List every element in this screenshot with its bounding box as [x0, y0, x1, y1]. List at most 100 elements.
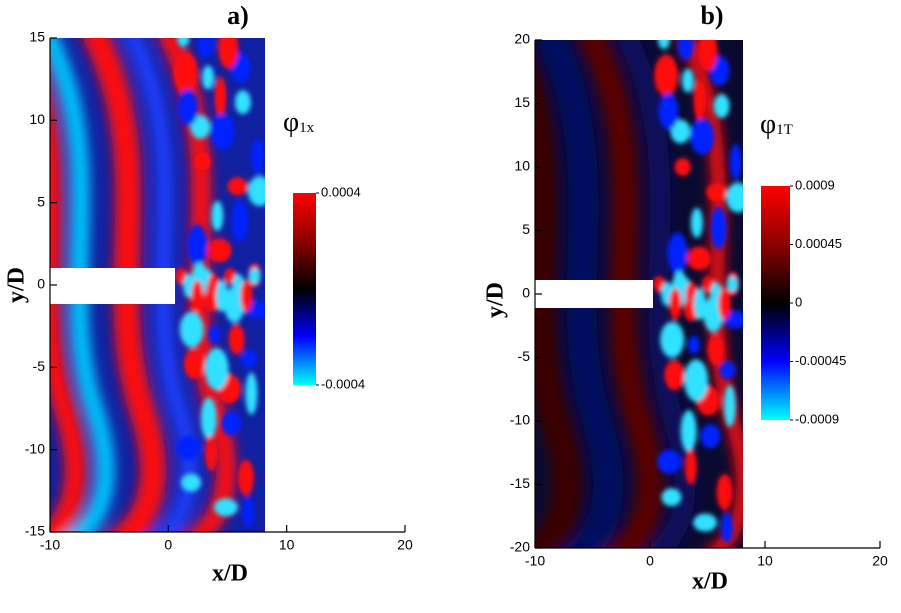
colorbar-tick-label: -0.0009 — [795, 411, 839, 426]
field-band — [617, 40, 696, 548]
field-spots — [653, 40, 743, 543]
field-spot — [176, 436, 201, 461]
x-axis-label: x/D — [212, 561, 248, 587]
field-band — [578, 40, 663, 548]
field-spot — [210, 113, 235, 150]
body — [535, 280, 653, 308]
field-band — [535, 40, 624, 548]
colorbar-label: φ1x — [283, 107, 315, 138]
field-spot — [218, 38, 239, 69]
chart-title: b) — [700, 1, 723, 30]
y-tick-label: 10 — [29, 111, 45, 127]
field-spot — [190, 114, 211, 139]
field-spot — [710, 206, 727, 249]
field-spot — [237, 459, 254, 496]
y-tick-label: -15 — [25, 523, 45, 539]
y-tick-label: 5 — [522, 221, 530, 237]
field-spot — [718, 288, 731, 320]
field-spot — [215, 280, 228, 312]
field-band — [50, 38, 115, 532]
y-tick-label: -20 — [510, 539, 530, 555]
field-spot — [703, 296, 724, 333]
field-spot — [191, 280, 204, 312]
colorbar-tick-label: 0.0009 — [795, 177, 835, 192]
y-tick-label: -5 — [518, 348, 531, 364]
field-spot — [713, 94, 730, 119]
field-spot — [729, 143, 742, 180]
y-tick-label: -15 — [510, 475, 530, 491]
field-spot — [177, 89, 198, 126]
field-spot — [684, 359, 709, 402]
field-spot — [177, 38, 190, 47]
field-band — [124, 38, 198, 532]
x-tick-label: 20 — [397, 537, 413, 553]
colorbar-tick-label: 0 — [795, 294, 802, 309]
y-tick-label: 0 — [522, 285, 530, 301]
field-spot — [221, 411, 242, 436]
field-spot — [231, 199, 248, 242]
field-spot — [194, 152, 211, 171]
x-tick-label: -10 — [525, 553, 545, 569]
x-tick-label: 0 — [164, 537, 172, 553]
colorbar-tick-label: 0.00045 — [795, 236, 842, 251]
field-spot — [706, 183, 727, 202]
field-spot — [251, 138, 264, 175]
field-spot — [173, 51, 198, 94]
field-spot — [700, 424, 721, 449]
field-spot — [202, 65, 215, 90]
colorbar-symbol: φ — [283, 107, 299, 138]
field-spot — [669, 288, 682, 320]
colorbar-label: φ1T — [760, 109, 793, 140]
field-spot — [179, 311, 204, 348]
body — [50, 268, 175, 304]
field-spot — [681, 68, 694, 93]
field-spot — [707, 334, 724, 365]
colorbar-tick-label: 0.0004 — [321, 184, 361, 199]
field-spot — [228, 324, 245, 355]
field-spot — [204, 347, 229, 390]
field-spot — [693, 79, 706, 122]
field-spot — [677, 40, 694, 61]
field-spot — [716, 474, 733, 511]
field-spot — [214, 76, 227, 119]
field-spot — [654, 54, 679, 97]
field-spot — [227, 177, 248, 196]
field-band — [535, 60, 582, 548]
colorbar-subscript: 1x — [299, 120, 315, 136]
y-tick-label: -10 — [510, 412, 530, 428]
colorbar — [293, 193, 316, 385]
contour-field — [50, 38, 265, 532]
x-tick-label: 10 — [757, 553, 773, 569]
field-spot — [184, 349, 205, 380]
field-spot — [242, 497, 255, 528]
field-spot — [240, 280, 253, 312]
field-spot — [657, 40, 670, 49]
field-spot — [674, 158, 691, 176]
field-spot — [697, 40, 718, 72]
field-spot — [664, 360, 685, 391]
field-spot — [687, 246, 712, 271]
colorbar-symbol: φ — [760, 109, 776, 140]
field-spot — [661, 488, 682, 507]
field-spot — [657, 449, 682, 474]
field-spot — [181, 473, 202, 492]
contour-field — [535, 40, 743, 548]
field-band — [50, 91, 87, 532]
field-band — [82, 38, 166, 532]
field-spot — [684, 448, 697, 485]
y-tick-label: -5 — [33, 358, 46, 374]
field-spot — [726, 276, 739, 292]
field-spots — [173, 38, 265, 528]
field-spot — [690, 207, 703, 238]
y-axis-label: y/D — [483, 282, 509, 318]
colorbar-tick-label: -0.0004 — [321, 376, 365, 391]
y-tick-label: 15 — [29, 29, 45, 45]
x-tick-label: 20 — [872, 553, 888, 569]
field-spot — [200, 397, 217, 440]
x-tick-label: -10 — [40, 537, 60, 553]
field-spot — [187, 224, 208, 267]
x-axis-label: x/D — [692, 569, 728, 595]
colorbar — [761, 186, 790, 420]
